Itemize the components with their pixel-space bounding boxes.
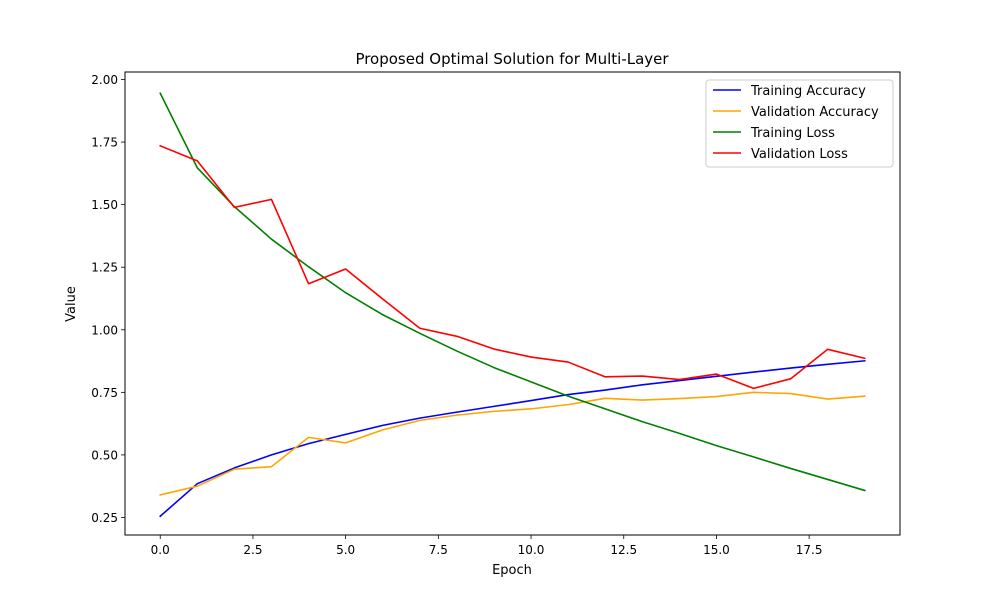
x-axis-label: Epoch xyxy=(492,563,532,578)
legend-label-training-loss: Training Loss xyxy=(750,126,835,141)
legend-label-validation-loss: Validation Loss xyxy=(751,147,848,162)
y-tick-label: 1.25 xyxy=(91,261,118,275)
legend-label-training-accuracy: Training Accuracy xyxy=(750,84,866,99)
x-tick-label: 2.5 xyxy=(243,543,262,557)
x-axis-ticks: 0.0 2.5 5.0 7.5 10.0 12.5 15.0 17.5 xyxy=(151,535,823,557)
chart-title: Proposed Optimal Solution for Multi-Laye… xyxy=(355,50,669,68)
y-tick-label: 2.00 xyxy=(91,73,118,87)
x-tick-label: 10.0 xyxy=(518,543,545,557)
x-tick-label: 12.5 xyxy=(610,543,637,557)
y-tick-label: 1.00 xyxy=(91,323,118,337)
legend-box xyxy=(705,79,894,168)
legend: Training Accuracy Validation Accuracy Tr… xyxy=(705,79,894,168)
legend-label-validation-accuracy: Validation Accuracy xyxy=(751,105,879,120)
y-tick-label: 0.75 xyxy=(91,386,118,400)
y-tick-label: 0.25 xyxy=(91,511,118,525)
series-line-validation-accuracy xyxy=(159,391,866,496)
series-line-training-loss xyxy=(159,92,866,492)
series-line-training-accuracy xyxy=(159,359,866,518)
x-tick-label: 7.5 xyxy=(429,543,448,557)
y-tick-label: 0.50 xyxy=(91,448,118,462)
y-axis-ticks: 0.25 0.50 0.75 1.00 1.25 1.50 1.75 2.00 xyxy=(91,73,125,525)
x-tick-label: 15.0 xyxy=(703,543,730,557)
y-axis-label: Value xyxy=(64,286,79,322)
plot-area-frame xyxy=(124,71,901,536)
x-tick-label: 17.5 xyxy=(796,543,823,557)
x-tick-label: 5.0 xyxy=(336,543,355,557)
series-line-validation-loss xyxy=(159,144,866,390)
y-tick-label: 1.50 xyxy=(91,198,118,212)
x-tick-label: 0.0 xyxy=(151,543,170,557)
y-tick-label: 1.75 xyxy=(91,136,118,150)
series-lines xyxy=(159,92,866,518)
